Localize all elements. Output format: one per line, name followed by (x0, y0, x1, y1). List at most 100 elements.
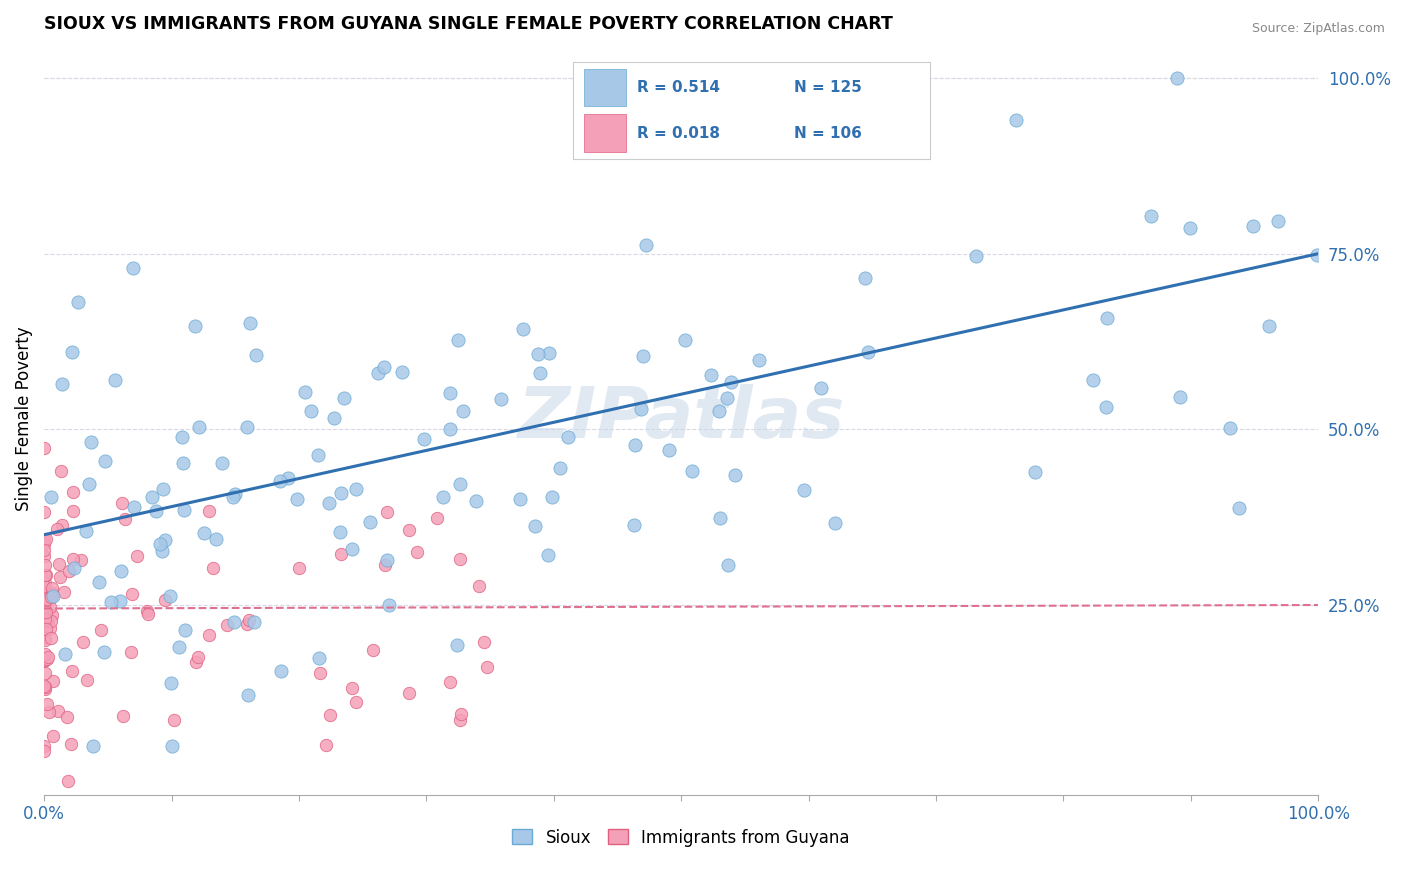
Point (720, 375, 742, 389)
Point (243, 615, 266, 629)
Point (658, 443, 681, 458)
Legend: Sioux, Immigrants from Guyana: Sioux, Immigrants from Guyana (512, 829, 849, 847)
Point (1166, 70, 1188, 85)
Point (439, 386, 461, 401)
Point (205, 533, 228, 547)
Point (309, 665, 332, 680)
Point (467, 579, 489, 593)
Point (62, 484, 84, 499)
Point (526, 347, 548, 361)
Point (361, 643, 384, 657)
Point (34, 609, 56, 624)
Point (35, 567, 58, 582)
Point (333, 391, 356, 405)
Point (724, 468, 747, 483)
Point (35, 698, 58, 712)
Point (77, 476, 100, 491)
Point (432, 491, 454, 505)
Point (108, 594, 131, 608)
Point (474, 635, 496, 649)
Point (34, 681, 56, 696)
Point (367, 366, 389, 380)
Text: SIOUX VS IMMIGRANTS FROM GUYANA SINGLE FEMALE POVERTY CORRELATION CHART: SIOUX VS IMMIGRANTS FROM GUYANA SINGLE F… (44, 15, 893, 33)
Point (524, 518, 547, 533)
Point (449, 713, 471, 727)
Point (114, 512, 136, 526)
Point (236, 420, 259, 434)
Point (32, 739, 55, 754)
Point (1258, 318, 1281, 333)
Point (308, 650, 330, 665)
Point (447, 333, 470, 347)
Point (173, 503, 195, 517)
Point (1219, 421, 1241, 435)
Point (38, 599, 60, 614)
Point (1180, 221, 1202, 235)
Point (172, 456, 194, 470)
Point (41, 673, 63, 688)
Point (1095, 400, 1118, 414)
Point (34, 583, 56, 598)
Point (301, 404, 323, 418)
Point (53, 584, 76, 599)
Point (489, 392, 512, 406)
Point (373, 359, 395, 374)
Point (42, 589, 65, 603)
Point (111, 709, 134, 723)
Point (446, 638, 468, 652)
Point (32, 600, 55, 615)
Point (269, 474, 291, 488)
Point (145, 504, 167, 518)
Point (59, 737, 82, 751)
Text: ZIPatlas: ZIPatlas (517, 384, 845, 453)
Point (346, 482, 368, 496)
Point (48, 558, 70, 572)
Point (163, 713, 186, 727)
Point (193, 526, 215, 541)
Point (315, 738, 337, 752)
Point (375, 553, 398, 567)
Point (342, 681, 364, 696)
Point (34, 567, 56, 582)
Point (160, 676, 183, 690)
Point (39, 631, 62, 645)
Point (127, 549, 149, 563)
Point (374, 558, 396, 573)
Point (439, 422, 461, 436)
Point (170, 430, 193, 444)
Point (34, 666, 56, 681)
Point (717, 558, 740, 573)
Point (858, 344, 880, 359)
Point (236, 617, 259, 632)
Point (39, 621, 62, 635)
Point (41, 581, 63, 595)
Point (67, 294, 90, 309)
Point (198, 628, 221, 642)
Point (439, 675, 461, 690)
Point (238, 317, 260, 331)
Point (70, 552, 93, 566)
Point (512, 322, 534, 336)
Point (122, 500, 145, 514)
Point (35, 591, 58, 606)
Point (34, 558, 56, 573)
Point (222, 490, 245, 504)
Point (709, 511, 731, 525)
Point (449, 476, 471, 491)
Point (716, 392, 738, 406)
Point (475, 660, 498, 674)
Point (32, 632, 55, 646)
Point (39, 590, 62, 604)
Point (453, 404, 475, 418)
Point (35, 605, 58, 619)
Point (173, 623, 195, 637)
Point (634, 237, 657, 252)
Point (37, 649, 59, 664)
Point (359, 516, 381, 530)
Point (135, 604, 157, 618)
Point (184, 318, 207, 333)
Point (1097, 311, 1119, 326)
Point (38, 705, 60, 719)
Point (32, 654, 55, 668)
Point (294, 385, 316, 400)
